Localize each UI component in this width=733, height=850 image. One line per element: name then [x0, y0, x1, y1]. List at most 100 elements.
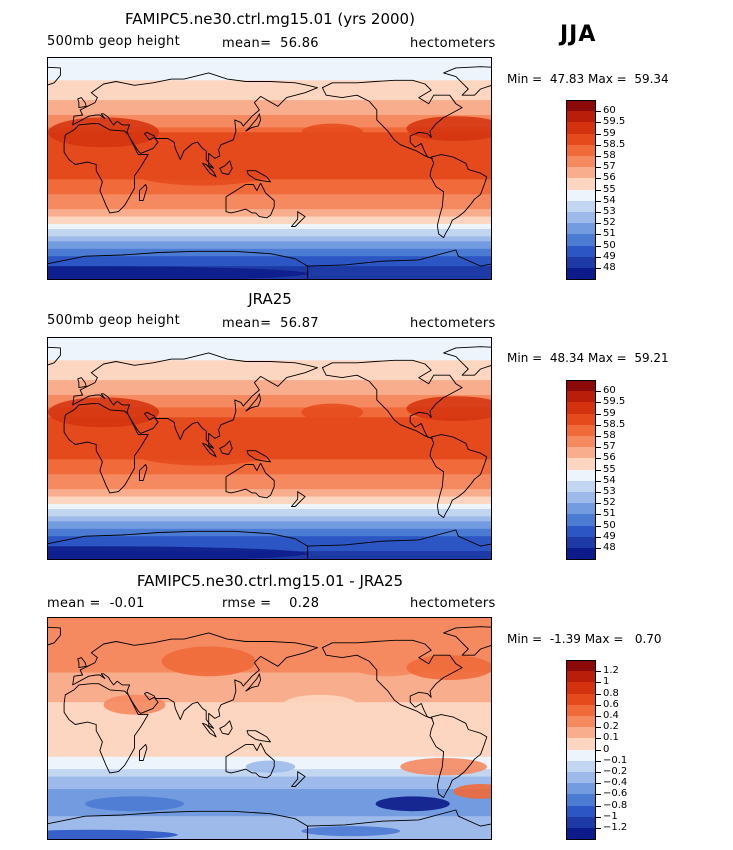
colorbar-label: 52 [603, 497, 616, 509]
colorbar-label: 59.5 [603, 116, 626, 128]
coastline-south-america [429, 154, 488, 239]
field-band [48, 823, 491, 827]
field-band [48, 189, 491, 193]
field-band [48, 75, 491, 79]
field-band [48, 390, 491, 394]
colorbar-label: 59 [603, 127, 616, 139]
field-band [48, 67, 491, 71]
colorbar-tick [596, 189, 601, 191]
colorbar-tick [596, 671, 601, 673]
coastline-borneo [219, 440, 233, 455]
field-band [48, 508, 491, 513]
colorbar-label: 0.2 [603, 721, 619, 733]
panel-2-map [47, 337, 492, 560]
field-band [48, 776, 491, 780]
field-band [48, 345, 491, 349]
field-band [48, 251, 491, 255]
anomaly-blob [227, 625, 401, 641]
field-band [48, 419, 491, 423]
colorbar-label: 58 [603, 150, 616, 161]
coastline-north-america [321, 359, 463, 439]
colorbar-tick [596, 200, 601, 202]
field-band [48, 833, 491, 837]
colorbar-tick [596, 122, 601, 124]
colorbar-label: 48 [603, 262, 616, 273]
field-band [48, 724, 491, 728]
field-band [48, 836, 491, 839]
colorbar-tick [596, 828, 601, 829]
field-band [48, 751, 491, 755]
colorbar-tick [596, 256, 601, 258]
field-band [48, 107, 491, 111]
panel-3-rmse-label: rmse = 0.28 [222, 596, 320, 611]
colorbar-swatch [566, 704, 596, 717]
colorbar-swatch [566, 200, 596, 213]
field-band [48, 543, 491, 547]
panel-1-map-svg [48, 58, 491, 279]
field-band [48, 370, 491, 374]
field-band [48, 821, 491, 825]
colorbar-tick [596, 413, 601, 415]
field-band [48, 114, 491, 119]
colorbar-tick [596, 480, 601, 482]
field-band [48, 501, 491, 505]
field-core [48, 397, 160, 428]
field-band [48, 387, 491, 391]
colorbar-swatch [566, 391, 596, 403]
field-band [48, 58, 491, 62]
field-band [48, 216, 491, 220]
field-core [406, 116, 491, 141]
colorbar-swatch [566, 716, 596, 728]
colorbar-swatch [566, 268, 596, 280]
panel-3-rmse-value: 0.28 [289, 596, 320, 611]
field-band [48, 645, 491, 649]
field-band [48, 831, 491, 835]
colorbar-swatch [566, 458, 596, 471]
colorbar-swatch [566, 727, 596, 739]
coastline-sumatra [202, 162, 217, 178]
colorbar-tick [596, 234, 601, 236]
field-band [48, 352, 491, 356]
colorbar-label: 49 [603, 530, 616, 542]
colorbar-swatch [566, 783, 596, 795]
colorbar-swatch [566, 223, 596, 235]
field-band [48, 637, 491, 641]
field-band [48, 238, 491, 242]
colorbar-swatch [566, 245, 596, 258]
colorbar-label: 1.2 [603, 665, 619, 677]
colorbar-swatch [566, 100, 596, 112]
field-band [48, 677, 491, 681]
field-band [48, 412, 491, 416]
field-band [48, 233, 491, 237]
colorbar-swatch [566, 794, 596, 807]
colorbar-tick [596, 783, 601, 785]
field-band [48, 808, 491, 812]
colorbar-swatch [566, 424, 596, 437]
colorbar-label: 59.5 [603, 396, 626, 408]
field-band [48, 523, 491, 527]
field-band [48, 506, 491, 510]
field-band [48, 422, 491, 426]
field-band [48, 204, 491, 208]
panel-1-units: hectometers [410, 36, 496, 51]
panel-2-mean-label: mean= 56.87 [222, 316, 319, 331]
colorbar-label: 48 [603, 542, 616, 553]
panel-3-title: FAMIPC5.ne30.ctrl.mg15.01 - JRA25 [136, 572, 404, 590]
field-band [48, 657, 491, 661]
field-band [48, 253, 491, 257]
field-band [48, 347, 491, 351]
panel-1-map [47, 57, 492, 280]
field-band [48, 491, 491, 495]
colorbar-swatch [566, 816, 596, 829]
field-band [48, 779, 491, 783]
field-band [48, 60, 491, 64]
field-band [48, 417, 491, 421]
field-band [48, 342, 491, 347]
colorbar-label: 60 [603, 105, 616, 117]
colorbar-label: 1 [603, 676, 610, 688]
panel-2-map-svg [48, 338, 491, 559]
field-band [48, 699, 491, 703]
field-band [48, 546, 491, 550]
field-core [48, 546, 308, 559]
field-band [48, 134, 491, 138]
